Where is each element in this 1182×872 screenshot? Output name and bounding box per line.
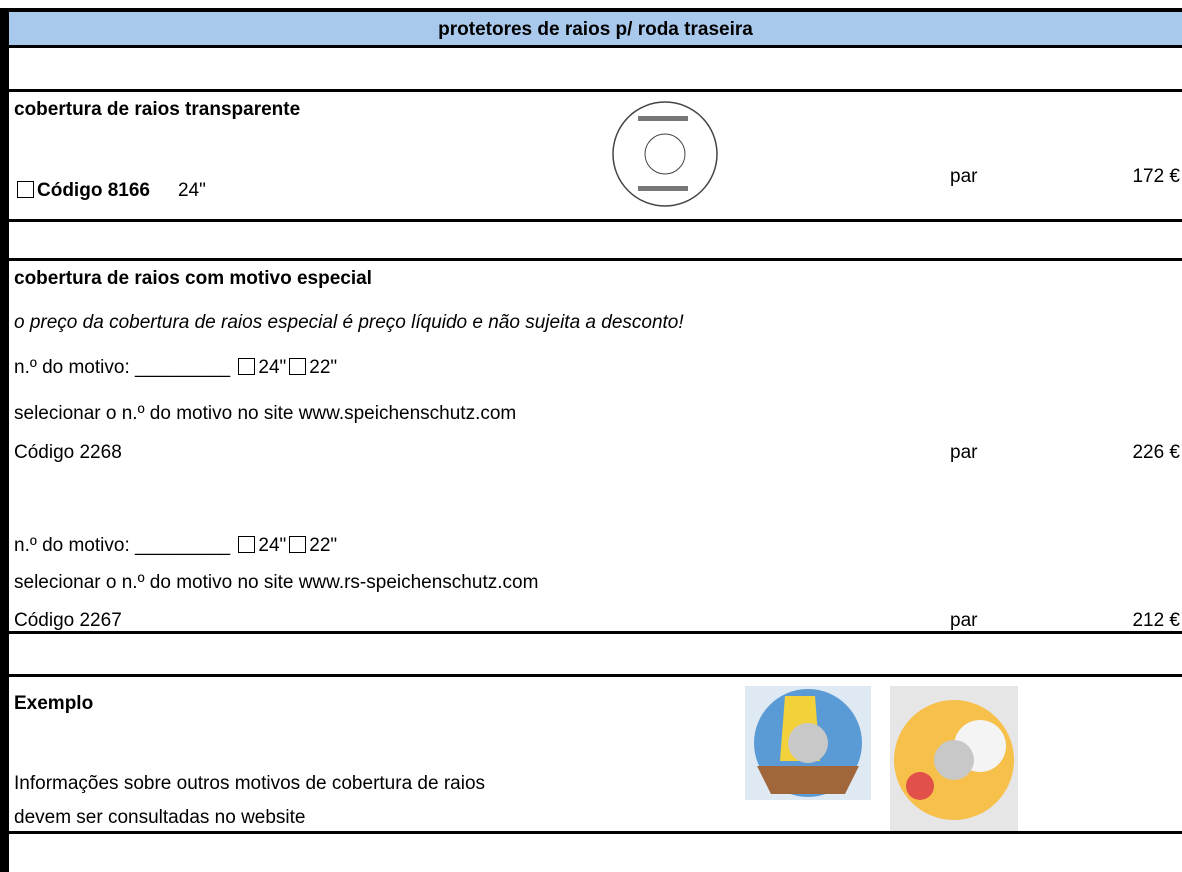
rule	[0, 258, 1182, 261]
option: 22"	[309, 357, 338, 378]
checkbox[interactable]	[238, 358, 256, 375]
option: 24"	[258, 357, 287, 378]
info: devem ser consultadas no website	[14, 807, 306, 828]
motif-label: n.º do motivo: _________	[14, 357, 231, 378]
code: Código 2268	[14, 442, 122, 463]
rule	[0, 89, 1182, 92]
section-title: cobertura de raios com motivo especial	[14, 268, 372, 289]
size: 24"	[177, 180, 206, 201]
rule	[0, 631, 1182, 634]
note: o preço da cobertura de raios especial é…	[14, 312, 684, 333]
header-title: protetores de raios p/ roda traseira	[438, 19, 753, 40]
rule	[0, 219, 1182, 222]
price: 212 €	[1132, 610, 1180, 631]
motif-label: n.º do motivo: _________	[14, 535, 231, 556]
rule	[0, 45, 1182, 48]
price: 226 €	[1132, 442, 1180, 463]
price: 172 €	[1132, 166, 1180, 187]
section-title: Exemplo	[14, 693, 94, 714]
code: Código 2267	[14, 610, 122, 631]
unit: par	[950, 166, 978, 187]
info: Informações sobre outros motivos de cobe…	[14, 773, 486, 794]
checkbox[interactable]	[17, 181, 34, 198]
checkbox[interactable]	[289, 536, 307, 553]
checkbox[interactable]	[289, 358, 307, 375]
row-item: Código 8166 24"	[14, 180, 206, 202]
code: Código 8166	[37, 180, 150, 201]
rule	[0, 674, 1182, 677]
header-band	[9, 12, 1182, 46]
motif-line: n.º do motivo: _________ 24" 22"	[14, 357, 337, 379]
instruction: selecionar o n.º do motivo no site www.r…	[14, 572, 539, 593]
unit: par	[950, 610, 978, 631]
example-image	[890, 686, 1018, 832]
motif-line: n.º do motivo: _________ 24" 22"	[14, 535, 337, 557]
product-image	[612, 101, 718, 207]
unit: par	[950, 442, 978, 463]
option: 22"	[309, 535, 338, 556]
instruction: selecionar o n.º do motivo no site www.s…	[14, 403, 517, 424]
checkbox[interactable]	[238, 536, 256, 553]
example-image	[745, 686, 871, 800]
rule	[0, 831, 1182, 834]
top-border	[0, 8, 1182, 12]
left-border	[0, 8, 9, 872]
section-title: cobertura de raios transparente	[14, 99, 301, 120]
option: 24"	[258, 535, 287, 556]
